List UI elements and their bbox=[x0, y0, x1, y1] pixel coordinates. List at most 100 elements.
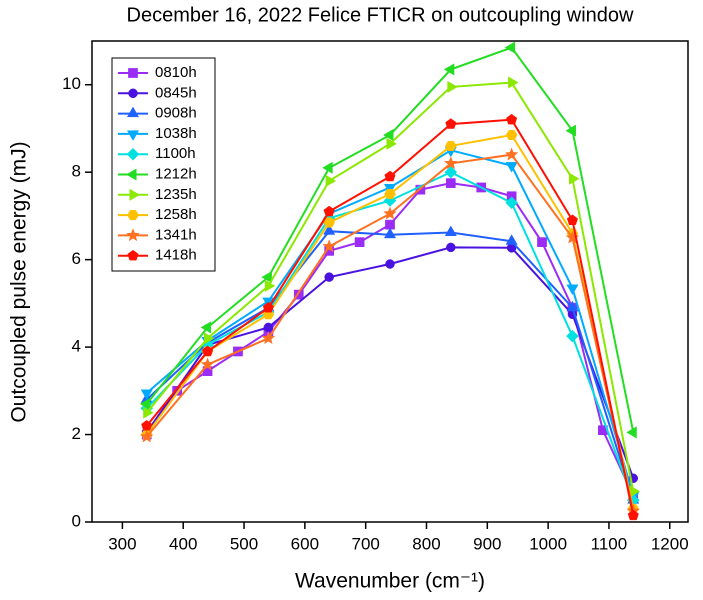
marker bbox=[627, 509, 639, 521]
legend-marker bbox=[127, 210, 139, 221]
legend-label: 1100h bbox=[155, 145, 196, 162]
legend-marker bbox=[126, 228, 140, 242]
marker bbox=[204, 332, 215, 345]
legend-label: 0908h bbox=[155, 105, 197, 122]
legend-marker bbox=[127, 249, 139, 261]
marker bbox=[200, 321, 212, 334]
y-tick-label: 2 bbox=[72, 424, 81, 443]
marker bbox=[262, 301, 274, 313]
legend-label: 1038h bbox=[155, 125, 197, 142]
marker bbox=[505, 234, 518, 245]
y-tick-label: 10 bbox=[62, 74, 81, 93]
marker bbox=[141, 419, 153, 431]
series-line bbox=[145, 46, 635, 433]
marker bbox=[565, 230, 580, 244]
y-tick-label: 6 bbox=[72, 249, 81, 268]
marker bbox=[386, 137, 397, 150]
legend-marker bbox=[128, 68, 138, 78]
marker bbox=[383, 206, 397, 220]
marker bbox=[508, 76, 519, 89]
chart-title: December 16, 2022 Felice FTICR on outcou… bbox=[127, 4, 634, 26]
marker bbox=[505, 130, 518, 141]
marker bbox=[443, 63, 455, 76]
marker bbox=[537, 237, 547, 247]
x-tick-label: 300 bbox=[108, 534, 136, 553]
marker bbox=[565, 124, 576, 137]
marker bbox=[324, 272, 334, 282]
marker bbox=[323, 217, 335, 228]
legend-label: 1235h bbox=[155, 186, 197, 203]
x-tick-label: 900 bbox=[473, 534, 501, 553]
marker bbox=[140, 389, 153, 401]
y-axis-label: Outcoupled pulse energy (mJ) bbox=[8, 141, 31, 422]
marker bbox=[566, 284, 579, 296]
marker bbox=[566, 300, 579, 312]
marker bbox=[505, 196, 518, 210]
marker bbox=[323, 205, 335, 217]
x-tick-label: 1200 bbox=[651, 534, 689, 553]
plot-frame bbox=[91, 40, 689, 523]
x-axis-label: Wavenumber (cm⁻¹) bbox=[295, 570, 485, 593]
legend-marker bbox=[126, 130, 140, 141]
marker bbox=[443, 156, 458, 170]
marker bbox=[504, 147, 519, 161]
marker bbox=[505, 162, 518, 173]
y-tick-label: 0 bbox=[72, 511, 81, 530]
legend-marker bbox=[126, 147, 140, 161]
x-tick-label: 1000 bbox=[529, 534, 567, 553]
marker bbox=[139, 397, 151, 411]
marker bbox=[566, 214, 578, 225]
marker bbox=[261, 331, 276, 345]
marker bbox=[383, 128, 394, 142]
series-line bbox=[146, 230, 635, 501]
legend-label: 1258h bbox=[155, 206, 197, 223]
legend-marker bbox=[129, 188, 140, 201]
marker bbox=[444, 225, 457, 237]
legend-marker bbox=[128, 88, 138, 99]
marker bbox=[264, 279, 276, 292]
marker bbox=[566, 329, 579, 343]
marker bbox=[261, 271, 272, 284]
marker bbox=[385, 219, 395, 230]
marker bbox=[626, 426, 637, 439]
marker bbox=[263, 322, 274, 333]
marker bbox=[384, 170, 396, 182]
marker bbox=[384, 189, 396, 200]
marker bbox=[447, 80, 458, 93]
marker bbox=[323, 224, 336, 235]
marker bbox=[506, 113, 518, 125]
marker bbox=[445, 118, 457, 129]
x-tick-label: 1100 bbox=[591, 534, 628, 553]
marker bbox=[444, 165, 458, 179]
marker bbox=[143, 406, 154, 419]
marker bbox=[383, 227, 397, 239]
x-tick-label: 400 bbox=[169, 534, 197, 553]
y-tick-label: 8 bbox=[72, 162, 81, 181]
marker bbox=[200, 357, 215, 371]
marker bbox=[202, 345, 214, 357]
marker bbox=[322, 161, 333, 174]
legend-label: 0845h bbox=[155, 84, 197, 101]
marker bbox=[325, 174, 337, 187]
x-tick-label: 700 bbox=[351, 534, 379, 553]
legend-marker bbox=[126, 168, 137, 181]
legend-label: 1341h bbox=[155, 226, 197, 243]
x-tick-label: 600 bbox=[291, 534, 319, 553]
marker bbox=[322, 239, 337, 253]
legend-label: 1212h bbox=[155, 165, 197, 182]
x-tick-label: 500 bbox=[230, 534, 258, 553]
marker bbox=[446, 242, 456, 253]
marker bbox=[445, 140, 457, 151]
legend-label: 0810h bbox=[155, 64, 197, 81]
marker bbox=[385, 259, 395, 269]
marker bbox=[568, 172, 580, 185]
legend-marker bbox=[126, 106, 140, 118]
marker bbox=[354, 237, 365, 247]
x-tick-label: 800 bbox=[412, 534, 440, 553]
marker bbox=[139, 429, 154, 443]
marker bbox=[445, 178, 456, 188]
legend-label: 1418h bbox=[155, 247, 197, 264]
y-tick-label: 4 bbox=[72, 337, 81, 356]
marker bbox=[504, 41, 516, 54]
